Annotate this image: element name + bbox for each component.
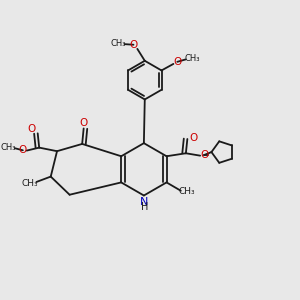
Text: O: O: [129, 40, 138, 50]
Text: O: O: [80, 118, 88, 128]
Text: O: O: [28, 124, 36, 134]
Text: N: N: [140, 197, 149, 207]
Text: O: O: [19, 145, 27, 155]
Text: CH₃: CH₃: [110, 39, 126, 48]
Text: CH₃: CH₃: [22, 178, 38, 188]
Text: CH₃: CH₃: [178, 187, 195, 196]
Text: H: H: [141, 202, 148, 212]
Text: O: O: [189, 133, 197, 142]
Text: O: O: [173, 57, 182, 67]
Text: CH₃: CH₃: [184, 54, 200, 63]
Text: CH₃: CH₃: [1, 143, 16, 152]
Text: O: O: [200, 150, 208, 160]
